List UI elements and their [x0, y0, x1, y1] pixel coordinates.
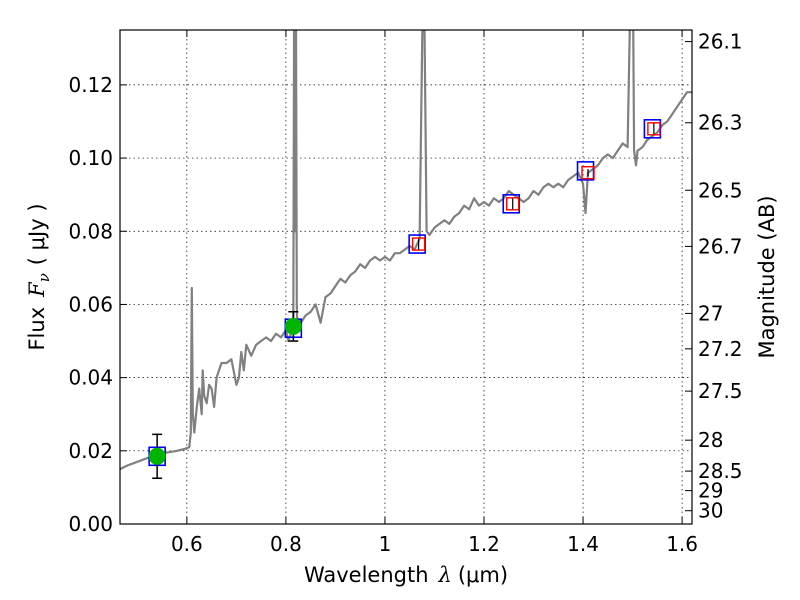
x-axis-label: Wavelength λ (μm) [304, 563, 508, 587]
x-axis-label-symbol: λ [438, 563, 452, 587]
x-tick-label-2: 1 [379, 532, 392, 556]
mag-tick-label-0: 26.1 [698, 30, 743, 54]
predicted-point-0 [411, 237, 426, 251]
y-tick-label-2: 0.04 [68, 366, 113, 390]
x-tick-label-0: 0.6 [171, 532, 203, 556]
y-tick-label-5: 0.10 [68, 146, 113, 170]
x-axis-label-unit: (μm) [458, 563, 508, 587]
mag-tick-label-7: 28 [698, 428, 723, 452]
predicted-point-3 [647, 122, 661, 136]
mag-tick-label-10: 30 [698, 499, 723, 523]
y-tick-label-0: 0.00 [68, 512, 113, 536]
y2-axis-label: Magnitude (AB) [755, 195, 779, 358]
mag-tick-label-3: 26.7 [698, 234, 743, 258]
spectrum-layer [120, 30, 692, 471]
x-tick-label-3: 1.2 [468, 532, 500, 556]
observed-point-1 [284, 317, 302, 335]
x-axis-label-text: Wavelength [304, 563, 429, 587]
y-tick-label-6: 0.12 [68, 73, 113, 97]
y-axis-label-unit: ( μJy ) [25, 203, 49, 265]
mag-tick-label-1: 26.3 [698, 111, 743, 135]
y-axis-label-text: Flux [25, 307, 49, 351]
plot-frame [119, 29, 693, 525]
mag-tick-label-8: 28.5 [698, 459, 743, 483]
predicted-point-1 [506, 197, 520, 211]
mag-tick-label-9: 29 [698, 479, 723, 503]
y-tick-label-3: 0.06 [68, 292, 113, 316]
mag-tick-label-2: 26.5 [698, 178, 743, 202]
y-axis-label-symbol: F [25, 281, 49, 298]
observed-point-0 [148, 447, 166, 465]
mag-tick-label-6: 27.5 [698, 379, 743, 403]
mag-tick-label-4: 27 [698, 301, 723, 325]
marker-layer [148, 119, 662, 480]
x-tick-label-4: 1.4 [567, 532, 599, 556]
x-tick-label-5: 1.6 [666, 532, 698, 556]
y-axis-label-sub: ν [35, 273, 53, 282]
predicted-point-2 [581, 166, 595, 180]
spectrum-line [120, 30, 692, 471]
mag-tick-label-5: 27.2 [698, 337, 743, 361]
axes-layer: 0.6 0.8 1 1.2 1.4 1.6 0.00 0.02 0.04 0.06 0.08 0.10… [68, 29, 743, 556]
x-tick-label-1: 0.8 [270, 532, 302, 556]
y-tick-label-4: 0.08 [68, 219, 113, 243]
y-tick-label-1: 0.02 [68, 439, 113, 463]
y-axis-label: Flux Fν ( μJy ) [25, 203, 53, 350]
